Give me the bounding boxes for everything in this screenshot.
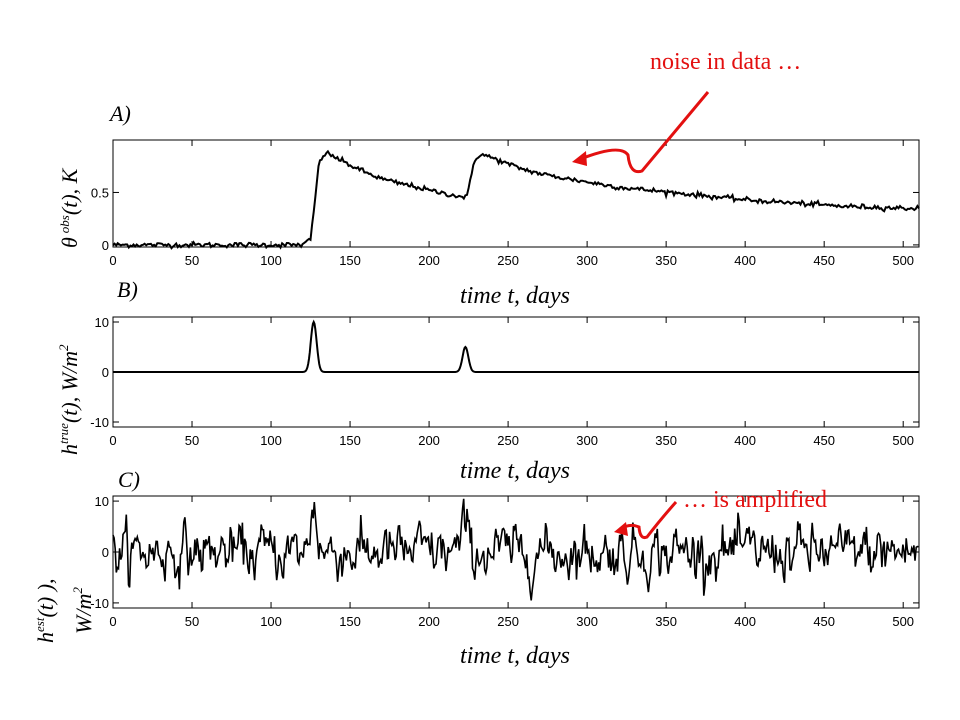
x-tick-label: 300 [576,433,598,448]
x-tick-label: 200 [418,433,440,448]
x-tick-label: 0 [109,433,116,448]
y-tick-label: 0 [102,238,109,253]
x-tick-label: 50 [185,433,199,448]
panel-a-ylabel-sup: obs [57,215,72,233]
x-tick-label: 250 [497,253,519,268]
x-tick-label: 400 [734,614,756,629]
y-tick-label: -10 [90,415,109,430]
annotation-noise-arrowhead [572,151,587,166]
panel-b-ylabel: htrue(t), W/m2 [56,344,82,455]
panel-c-ylabel-sup: est [32,617,47,632]
x-tick-label: 0 [109,253,116,268]
panel-b-ylabel-sup2: 2 [56,344,71,351]
panel-a-xticks: 0 50 100 150 200 250 300 350 400 450 500 [109,140,914,268]
y-tick-label: 10 [95,494,109,509]
x-tick-label: 50 [185,253,199,268]
panel-b-xlabel: time t, days [460,458,570,484]
annotation-amplified-arrowhead [614,522,628,536]
x-tick-label: 450 [813,253,835,268]
panel-c-label: C) [118,467,140,492]
panel-a-ylabel: θ obs(t), K [57,167,82,248]
panel-c-ylabel-line1: hest(t) ), [32,578,58,643]
annotation-noise-arrow [577,91,710,174]
x-tick-label: 200 [418,614,440,629]
panel-c-ylabel-tail: (t) ), [33,578,58,617]
panel-b-ylabel-sup: true [56,423,71,444]
x-tick-label: 450 [813,614,835,629]
x-tick-label: 400 [734,253,756,268]
panel-c-series-line [112,498,919,601]
x-tick-label: 150 [339,614,361,629]
x-tick-label: 350 [655,253,677,268]
x-tick-label: 100 [260,433,282,448]
x-tick-label: 500 [892,614,914,629]
x-tick-label: 250 [497,433,519,448]
annotation-noise: noise in data … [650,49,801,75]
x-tick-label: 150 [339,253,361,268]
x-tick-label: 250 [497,614,519,629]
panel-c-ylabel-main: h [33,632,58,643]
panel-c-ylabel-line2-text: W/m [71,594,96,634]
x-tick-label: 150 [339,433,361,448]
y-tick-label: 0 [102,365,109,380]
panel-b-xticks: 0 50 100 150 200 250 300 350 400 450 500 [109,317,914,448]
x-tick-label: 350 [655,433,677,448]
x-tick-label: 500 [892,253,914,268]
panel-a-label: A) [108,101,131,126]
panel-a-ylabel-main: θ [57,237,82,248]
annotation-amplified-arrow [619,501,678,539]
panel-a: A) 00.5 0 50 100 150 200 250 300 350 400 450 500 t… [57,49,920,309]
panel-c-xticks: 0 50 100 150 200 250 300 350 400 450 500 [109,496,914,629]
x-tick-label: 50 [185,614,199,629]
x-tick-label: 450 [813,433,835,448]
x-tick-label: 100 [260,253,282,268]
panel-b-ylabel-tail: (t), W/m [57,351,82,423]
panel-a-yticks: 00.5 [91,185,919,253]
x-tick-label: 0 [109,614,116,629]
panel-c-xlabel: time t, days [460,643,570,669]
x-tick-label: 350 [655,614,677,629]
panel-a-axes-box [112,139,920,248]
panel-c-ylabel-sup2: 2 [70,587,85,594]
annotation-amplified: … is amplified [683,487,827,513]
y-tick-label: -10 [90,596,109,611]
panel-c-yticks: -10 0 10 [90,494,919,611]
panel-a-ylabel-tail: (t), K [57,167,82,215]
x-tick-label: 100 [260,614,282,629]
x-tick-label: 400 [734,433,756,448]
x-tick-label: 200 [418,253,440,268]
panel-a-xlabel: time t, days [460,283,570,309]
panel-a-series-line [112,149,920,250]
panel-b-yticks: -10 0 10 [90,315,919,430]
y-tick-label: 10 [95,315,109,330]
x-tick-label: 300 [576,253,598,268]
panel-b-series-line [113,319,919,373]
panel-c-ylabel-line2: W/m2 [70,587,96,634]
panel-b-ylabel-main: h [57,444,82,455]
y-tick-label: 0 [102,545,109,560]
y-tick-label: 0.5 [91,185,109,200]
x-tick-label: 300 [576,614,598,629]
panel-b-label: B) [117,277,138,302]
x-tick-label: 500 [892,433,914,448]
